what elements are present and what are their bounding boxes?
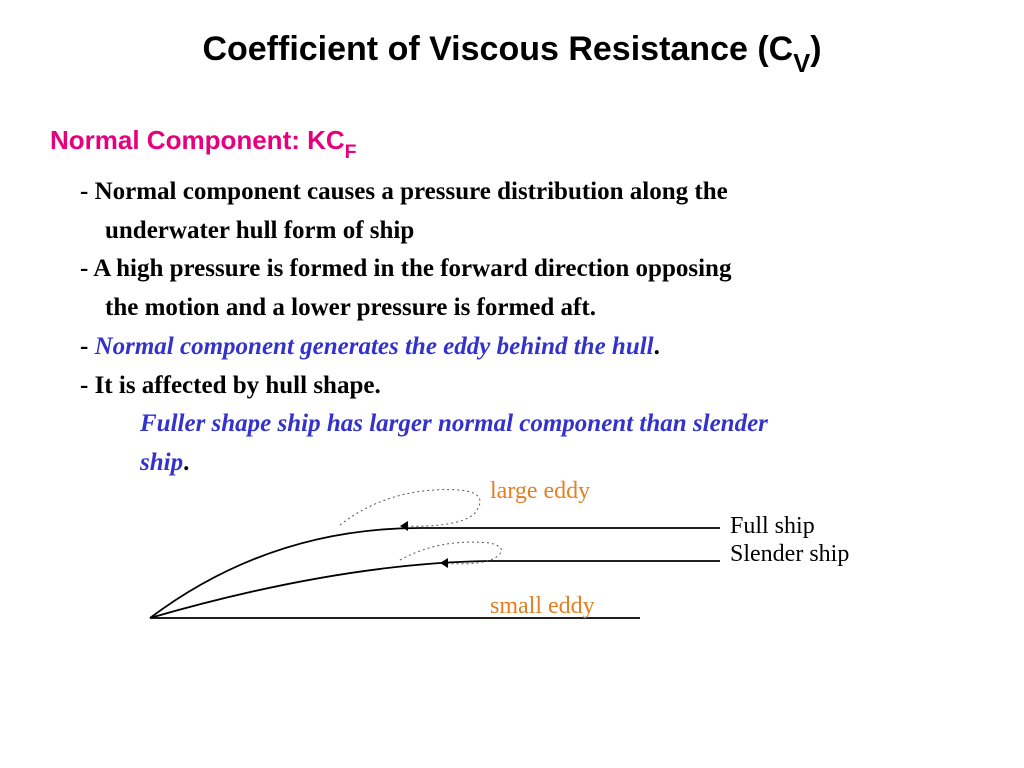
full-ship-line [150, 528, 720, 618]
heading-subscript: F [345, 141, 357, 163]
full-ship-label: Full ship [730, 513, 815, 540]
bullet-1-line1: - Normal component causes a pressure dis… [80, 173, 974, 212]
small-eddy-label: small eddy [490, 593, 595, 620]
slender-ship-label: Slender ship [730, 541, 849, 568]
large-eddy-arrow [400, 521, 408, 531]
bullet-1-line2: underwater hull form of ship [105, 212, 974, 251]
large-eddy-path [340, 490, 480, 527]
section-heading: Normal Component: KCF [50, 125, 974, 161]
bullet-5-text: ship [140, 449, 183, 476]
bullet-2-line2: the motion and a lower pressure is forme… [105, 289, 974, 328]
bullet-4: - It is affected by hull shape. [80, 367, 974, 406]
title-subscript: V [793, 50, 810, 78]
bullet-3-text: Normal component generates the eddy behi… [95, 333, 654, 360]
title-text: Coefficient of Viscous Resistance (C [202, 30, 793, 68]
bullet-2-line1: - A high pressure is formed in the forwa… [80, 250, 974, 289]
bullet-5-suffix: . [183, 449, 189, 476]
hull-svg [90, 478, 990, 658]
slender-ship-line [150, 561, 720, 618]
heading-text: Normal Component: KC [50, 125, 345, 155]
slide-title: Coefficient of Viscous Resistance (CV) [50, 30, 974, 75]
bullet-3-prefix: - [80, 333, 95, 360]
bullet-3-suffix: . [654, 333, 660, 360]
hull-diagram: large eddy small eddy Full ship Slender … [90, 478, 990, 658]
slide-content: Coefficient of Viscous Resistance (CV) N… [0, 0, 1024, 678]
title-end: ) [810, 30, 821, 68]
large-eddy-label: large eddy [490, 478, 590, 505]
bullet-3: - Normal component generates the eddy be… [80, 328, 974, 367]
bullet-5-line1: Fuller shape ship has larger normal comp… [140, 405, 974, 444]
small-eddy-arrow [440, 558, 448, 568]
